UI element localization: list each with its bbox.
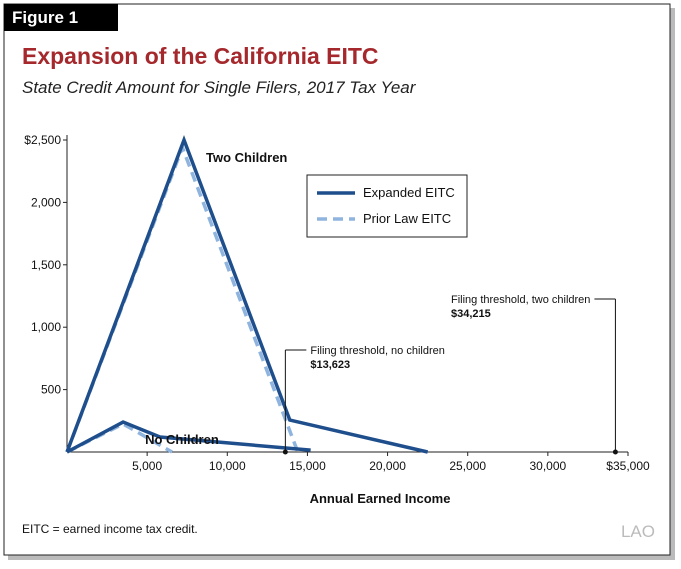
- annotation-dot: [612, 449, 618, 455]
- line-label: Two Children: [206, 150, 287, 165]
- y-tick-label: $2,500: [24, 133, 61, 147]
- x-tick-label: 15,000: [289, 459, 326, 473]
- y-tick-label: 1,000: [31, 320, 61, 334]
- y-tick-label: 1,500: [31, 258, 61, 272]
- y-tick-label: 2,000: [31, 195, 61, 209]
- x-tick-label: 20,000: [369, 459, 406, 473]
- chart-title: Expansion of the California EITC: [22, 43, 379, 69]
- x-tick-label: 10,000: [209, 459, 246, 473]
- x-tick-label: $35,000: [606, 459, 650, 473]
- data-line: [65, 135, 429, 454]
- annotation-value: $13,623: [310, 359, 350, 371]
- annotation-text: Filing threshold, two children: [451, 294, 590, 306]
- x-tick-label: 25,000: [449, 459, 486, 473]
- footnote: EITC = earned income tax credit.: [22, 522, 198, 536]
- frame: [3, 3, 671, 556]
- data-line: [66, 420, 311, 454]
- chart-subtitle: State Credit Amount for Single Filers, 2…: [22, 78, 417, 97]
- figure-label: Figure 1: [12, 8, 78, 27]
- legend-box: [306, 174, 468, 238]
- legend-label: Expanded EITC: [363, 185, 455, 200]
- x-tick-label: 30,000: [530, 459, 567, 473]
- annotation-dot: [282, 449, 288, 455]
- annotation-text: Filing threshold, no children: [310, 345, 445, 357]
- line-label: No Children: [145, 432, 219, 447]
- figure-label-box: [4, 4, 118, 31]
- x-tick-label: 5,000: [132, 459, 162, 473]
- logo: LAO: [621, 522, 655, 541]
- annotation-value: $34,215: [451, 308, 491, 320]
- legend-label: Prior Law EITC: [363, 211, 451, 226]
- y-tick-label: 500: [41, 383, 61, 397]
- x-axis-label: Annual Earned Income: [310, 491, 451, 506]
